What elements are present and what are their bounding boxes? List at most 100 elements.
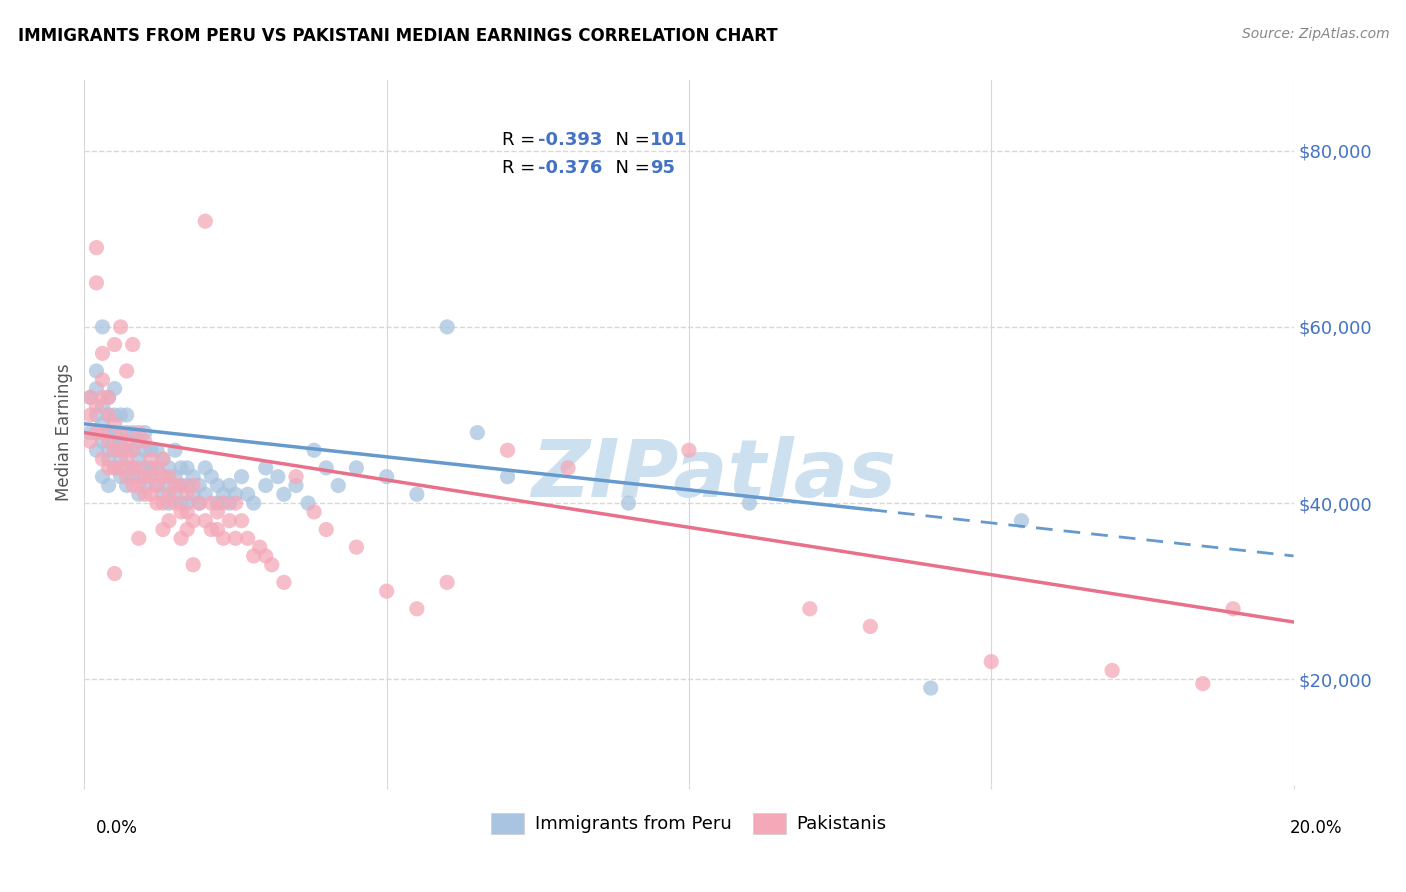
Point bbox=[181, 514, 204, 528]
Point bbox=[110, 469, 132, 483]
Point bbox=[267, 469, 290, 483]
Point bbox=[200, 523, 222, 537]
Point bbox=[110, 460, 132, 475]
Point bbox=[285, 478, 308, 492]
Point bbox=[91, 417, 114, 431]
Point bbox=[134, 487, 156, 501]
Point bbox=[273, 487, 295, 501]
Point bbox=[146, 460, 169, 475]
Point bbox=[157, 469, 180, 483]
Text: N =: N = bbox=[605, 160, 655, 178]
Point bbox=[104, 434, 127, 449]
Point bbox=[86, 408, 108, 422]
Point bbox=[139, 487, 162, 501]
Point bbox=[146, 460, 169, 475]
Point bbox=[176, 478, 198, 492]
Point bbox=[225, 496, 247, 510]
Point bbox=[79, 391, 101, 405]
Point bbox=[104, 443, 127, 458]
Point bbox=[165, 487, 187, 501]
Point bbox=[86, 425, 108, 440]
Point bbox=[110, 425, 132, 440]
Point bbox=[86, 276, 108, 290]
Point bbox=[152, 469, 174, 483]
Point bbox=[617, 496, 640, 510]
Point bbox=[236, 487, 259, 501]
Point bbox=[194, 460, 217, 475]
Point bbox=[91, 320, 114, 334]
Point bbox=[91, 391, 114, 405]
Point bbox=[121, 443, 143, 458]
Point bbox=[146, 478, 169, 492]
Point bbox=[115, 364, 138, 378]
Point bbox=[1222, 602, 1244, 616]
Point bbox=[79, 425, 101, 440]
Text: R =: R = bbox=[502, 160, 540, 178]
Point bbox=[128, 487, 150, 501]
Point bbox=[285, 469, 308, 483]
Point bbox=[218, 478, 240, 492]
Point bbox=[157, 487, 180, 501]
Point bbox=[207, 496, 229, 510]
Point bbox=[139, 469, 162, 483]
Point bbox=[799, 602, 821, 616]
Point bbox=[110, 434, 132, 449]
Point bbox=[157, 460, 180, 475]
Point bbox=[152, 452, 174, 467]
Point bbox=[181, 469, 204, 483]
Point bbox=[467, 425, 489, 440]
Point bbox=[110, 452, 132, 467]
Point bbox=[436, 320, 458, 334]
Point bbox=[91, 469, 114, 483]
Point bbox=[134, 460, 156, 475]
Point bbox=[146, 478, 169, 492]
Point bbox=[170, 478, 193, 492]
Point bbox=[254, 460, 277, 475]
Point bbox=[115, 460, 138, 475]
Point bbox=[128, 434, 150, 449]
Point bbox=[139, 469, 162, 483]
Point bbox=[86, 399, 108, 413]
Point bbox=[297, 496, 319, 510]
Point bbox=[91, 452, 114, 467]
Point bbox=[346, 540, 368, 554]
Point bbox=[170, 496, 193, 510]
Point bbox=[157, 496, 180, 510]
Point bbox=[115, 452, 138, 467]
Point bbox=[86, 241, 108, 255]
Point bbox=[86, 382, 108, 396]
Point bbox=[315, 523, 337, 537]
Point bbox=[225, 532, 247, 546]
Point bbox=[110, 320, 132, 334]
Point bbox=[128, 532, 150, 546]
Point bbox=[920, 681, 942, 695]
Point bbox=[231, 469, 253, 483]
Point bbox=[121, 425, 143, 440]
Point bbox=[157, 514, 180, 528]
Point bbox=[134, 478, 156, 492]
Text: ZIPatlas: ZIPatlas bbox=[530, 436, 896, 514]
Point bbox=[97, 391, 120, 405]
Point bbox=[121, 443, 143, 458]
Point bbox=[212, 532, 235, 546]
Point bbox=[165, 469, 187, 483]
Point bbox=[91, 425, 114, 440]
Point bbox=[200, 469, 222, 483]
Point bbox=[152, 452, 174, 467]
Point bbox=[110, 443, 132, 458]
Point bbox=[104, 425, 127, 440]
Point bbox=[176, 505, 198, 519]
Point bbox=[249, 540, 271, 554]
Point bbox=[91, 346, 114, 360]
Point bbox=[110, 408, 132, 422]
Point bbox=[181, 478, 204, 492]
Point bbox=[188, 496, 211, 510]
Point bbox=[346, 460, 368, 475]
Point bbox=[134, 434, 156, 449]
Point bbox=[152, 469, 174, 483]
Point bbox=[165, 478, 187, 492]
Point bbox=[181, 558, 204, 572]
Text: IMMIGRANTS FROM PERU VS PAKISTANI MEDIAN EARNINGS CORRELATION CHART: IMMIGRANTS FROM PERU VS PAKISTANI MEDIAN… bbox=[18, 27, 778, 45]
Point bbox=[315, 460, 337, 475]
Point bbox=[121, 469, 143, 483]
